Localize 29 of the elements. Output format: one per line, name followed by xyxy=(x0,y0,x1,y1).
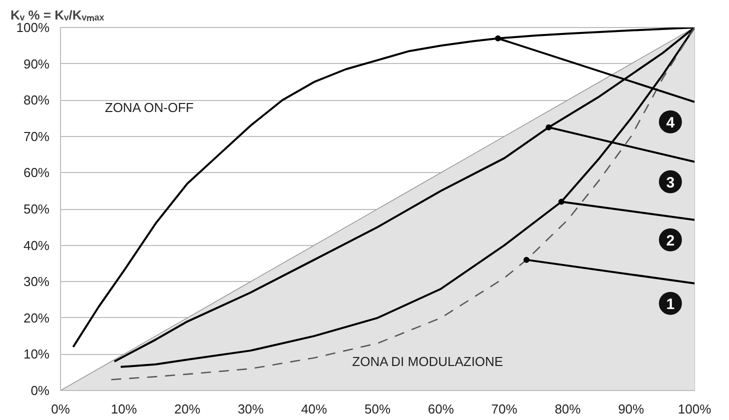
y-tick-label: 90% xyxy=(23,56,50,72)
y-axis-title: Kᵥ % = Kᵥ/Kᵥₘₐₓ xyxy=(10,8,104,22)
annotation: 4 xyxy=(666,114,676,132)
x-tick-label: 10% xyxy=(110,402,138,416)
x-tick-label: 70% xyxy=(491,402,518,416)
x-tick-label: 100% xyxy=(678,402,712,416)
x-tick-label: 0% xyxy=(51,402,70,416)
y-tick-label: 50% xyxy=(23,202,50,216)
y-tick-label: 20% xyxy=(23,310,50,326)
x-tick-label: 80% xyxy=(554,402,582,416)
y-tick-label: 0% xyxy=(30,383,50,398)
x-tick-label: 50% xyxy=(364,402,391,416)
x-tick-label: 20% xyxy=(174,402,201,416)
annotation: ZONA DI MODULAZIONE xyxy=(352,354,504,369)
x-tick-label: 40% xyxy=(301,402,328,416)
annotation: 2 xyxy=(666,232,675,250)
x-tick-label: 30% xyxy=(238,402,264,416)
x-tick-label: 90% xyxy=(618,402,645,416)
y-tick-label: 100% xyxy=(16,20,50,35)
annotation: 1 xyxy=(666,296,675,313)
y-tick-label: 80% xyxy=(23,92,50,108)
y-tick-label: 30% xyxy=(23,274,50,290)
y-tick-label: 10% xyxy=(23,346,50,362)
y-tick-label: 40% xyxy=(23,238,50,253)
annotation: 3 xyxy=(666,174,675,192)
annotation: ZONA ON-OFF xyxy=(104,100,194,115)
y-tick-label: 60% xyxy=(23,165,50,180)
y-tick-label: 70% xyxy=(23,128,50,144)
x-tick-label: 60% xyxy=(428,402,454,416)
